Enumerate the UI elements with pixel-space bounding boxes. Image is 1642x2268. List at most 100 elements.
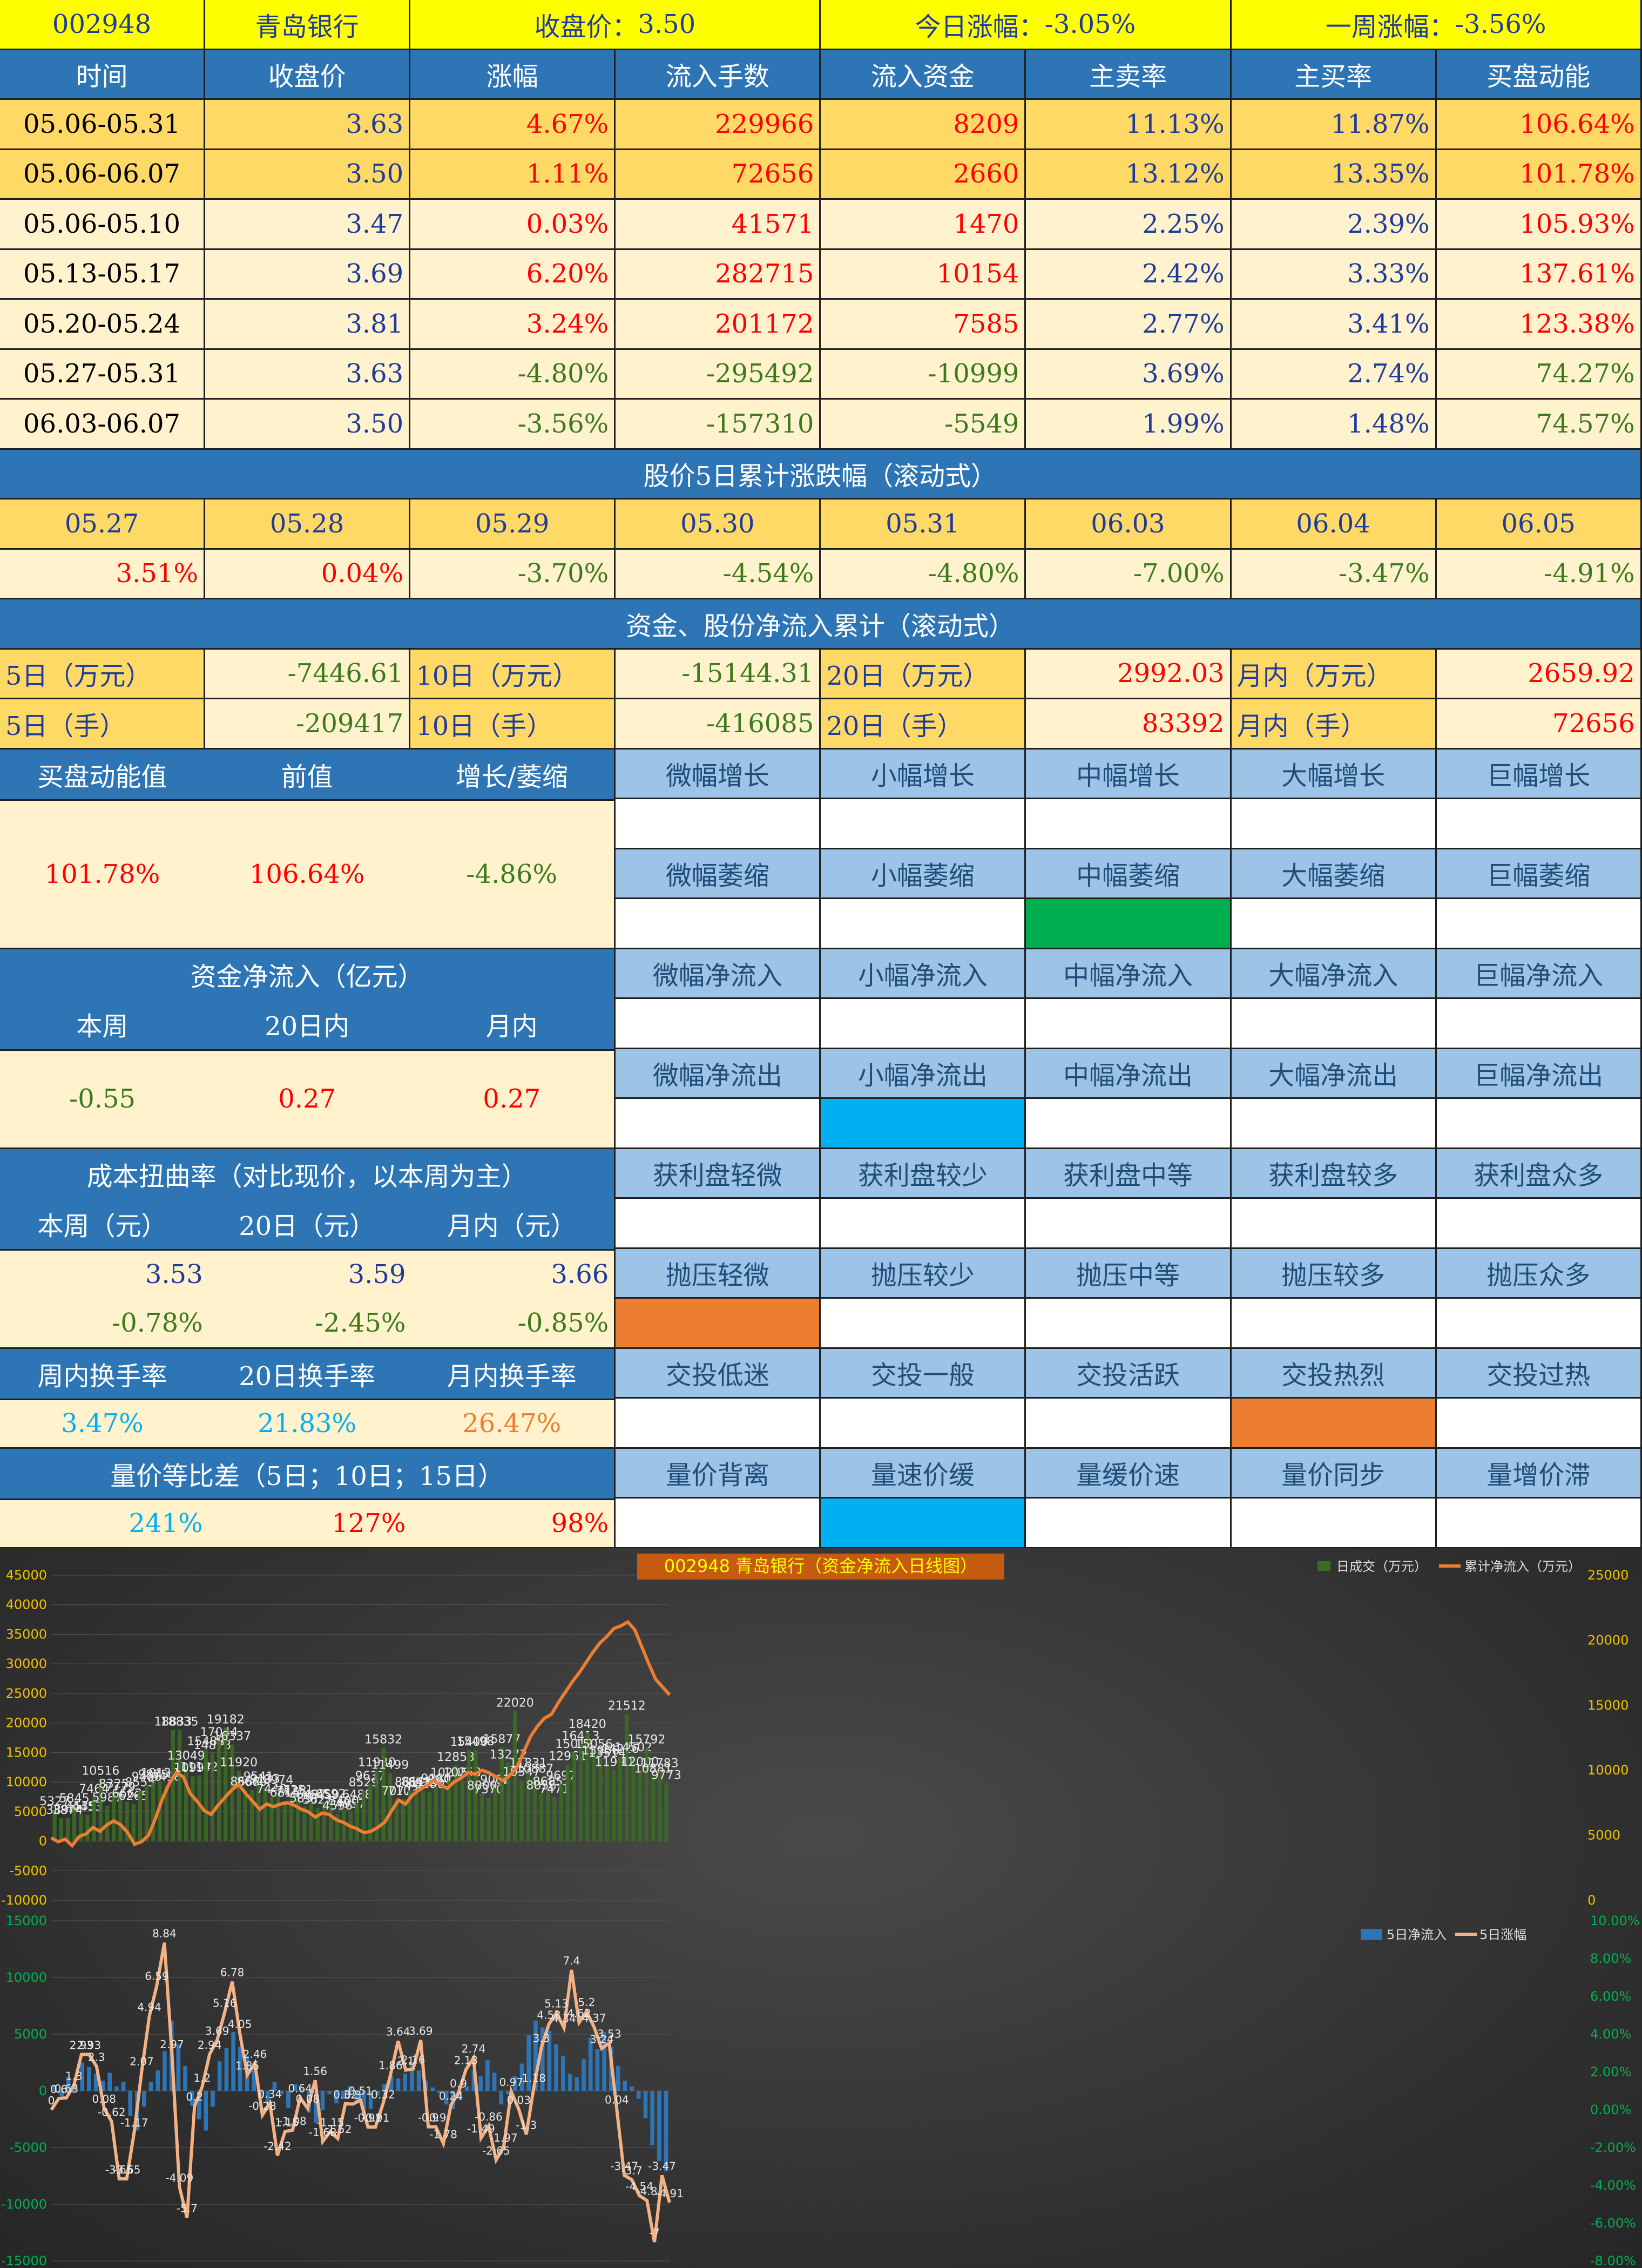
inflow-bar <box>183 2066 187 2091</box>
volume-bar <box>256 1785 261 1841</box>
volume-bar <box>276 1788 280 1841</box>
volume-bar <box>65 1818 70 1841</box>
change-label: -1.97 <box>490 2131 518 2144</box>
change-label: 0.34 <box>258 2088 282 2101</box>
inflow-bar <box>416 2070 421 2091</box>
cost-title: 成本扭曲率（对比现价，以本周为主） <box>0 1149 614 1199</box>
week-change: 一周涨幅： -3.56% <box>1231 0 1642 50</box>
inflow-bar <box>204 2091 208 2131</box>
inflow-bar <box>630 2086 634 2091</box>
volume-bar <box>480 1793 484 1841</box>
volume-bar <box>131 1804 136 1841</box>
cost-price: 3.66 <box>551 1259 609 1290</box>
change-label: 5.13 <box>544 1997 569 2010</box>
level-indicator <box>1026 999 1232 1049</box>
change-label: 0 <box>48 2094 55 2107</box>
volume-label: 9697 <box>546 1769 576 1783</box>
inflow-bar <box>334 2091 339 2104</box>
table-cell: 05.06-05.31 <box>0 100 206 150</box>
cumulative-label: 5日（万元） <box>0 649 206 699</box>
inflow-bar <box>403 2074 408 2091</box>
table-cell: 72656 <box>616 150 821 200</box>
netflow-header: 20日内 <box>265 1011 350 1042</box>
cost-rate: -0.85% <box>517 1307 609 1338</box>
change-label: 3.3 <box>533 2032 550 2045</box>
volume-label: 4957 <box>335 1797 366 1811</box>
change-label: -4.8 <box>637 2185 658 2198</box>
column-header: 收盘价 <box>205 50 411 100</box>
change-label: 1.3 <box>65 2070 83 2083</box>
volume-label: 8325 <box>99 1777 129 1791</box>
change-label: 3.64 <box>386 2026 410 2039</box>
cumulative-label: 20日（万元） <box>821 649 1026 699</box>
inflow-bar <box>471 2070 476 2091</box>
volume-bar <box>243 1790 247 1841</box>
volume-bar <box>335 1814 340 1841</box>
volume-label: 5621 <box>302 1793 333 1807</box>
y-tick-left: 10000 <box>6 1970 47 1985</box>
table-cell: 2660 <box>821 150 1026 200</box>
netflow-value: 0.27 <box>278 1084 336 1114</box>
y-tick-left: 45000 <box>6 1568 47 1583</box>
volume-label: 10881 <box>634 1762 672 1776</box>
netflow-title: 资金净流入（亿元） <box>0 949 614 999</box>
y-tick-left: 10000 <box>6 1774 47 1790</box>
momentum-header: 增长/萎缩 <box>455 761 568 792</box>
momentum-change: -4.86% <box>466 859 558 889</box>
turnover-header: 周内换手率 <box>37 1361 167 1392</box>
volume-bar <box>598 1758 603 1841</box>
table-cell: 1.11% <box>410 150 616 200</box>
volume-bar <box>592 1752 596 1841</box>
rolling-value: -4.54% <box>616 549 821 599</box>
change-label: 5.16 <box>213 1996 237 2009</box>
cumulative-line <box>50 1619 671 1848</box>
y-tick-right: 6.00% <box>1590 1989 1631 2004</box>
cumulative-value: -416085 <box>616 699 821 750</box>
volume-label: 16413 <box>562 1730 600 1743</box>
change-label: 0.3 <box>344 2089 362 2102</box>
inflow-bar <box>575 2077 579 2091</box>
table-cell: -10999 <box>821 349 1026 400</box>
change-label: -1.52 <box>324 2123 352 2136</box>
turnover-block: 周内换手率 20日换手率 月内换手率 3.47% 21.83% 26.47% <box>0 1348 616 1449</box>
volume-label: 9541 <box>244 1770 274 1784</box>
level-label: 量增价滞 <box>1436 1448 1642 1498</box>
y-tick-right: 20000 <box>1587 1632 1629 1648</box>
y-tick-right: -4.00% <box>1590 2178 1636 2193</box>
inflow-bar <box>272 2082 277 2091</box>
level-label: 交投一般 <box>821 1348 1026 1399</box>
y-tick-right: 15000 <box>1587 1698 1629 1713</box>
volume-bar <box>197 1775 201 1841</box>
inflow-bar <box>197 2091 201 2120</box>
volume-bar <box>217 1740 221 1841</box>
change-label: -2.42 <box>263 2140 292 2153</box>
momentum-header: 买盘动能值 <box>37 761 167 792</box>
inflow-bar <box>252 2070 256 2091</box>
y-tick-right: 8.00% <box>1590 1951 1631 1966</box>
stock-table: 002948 青岛银行 收盘价： 3.50 今日涨幅： -3.05% 一周涨幅： -3.56%… <box>0 0 1642 1549</box>
table-cell: 05.06-06.07 <box>0 150 206 200</box>
volume-bar <box>249 1790 254 1841</box>
table-cell: 2.77% <box>1026 300 1232 350</box>
level-label: 抛压轻微 <box>616 1248 821 1299</box>
table-cell: 3.63 <box>205 100 411 150</box>
volume-bar <box>329 1802 333 1841</box>
volume-bar <box>441 1788 445 1841</box>
netflow-header: 月内 <box>485 1011 538 1042</box>
rolling-value: 0.04% <box>205 549 411 599</box>
change-label: 6.59 <box>145 1969 169 1982</box>
level-label: 量价同步 <box>1231 1448 1437 1498</box>
net-inflow-daily-chart: -10000 -5000 0 5000 10000 15000 20000 25000 3000… <box>1 1554 1629 1908</box>
volume-bar <box>144 1785 149 1841</box>
turnover-header: 月内换手率 <box>447 1361 577 1392</box>
momentum-block: 买盘动能值 前值 增长/萎缩 101.78% 106.64% -4.86% <box>0 749 616 949</box>
level-label: 量缓价速 <box>1026 1448 1232 1498</box>
volume-bar <box>118 1795 123 1841</box>
table-cell: 10154 <box>821 249 1026 300</box>
cost-price: 3.59 <box>348 1259 406 1290</box>
level-label: 量速价缓 <box>821 1448 1026 1498</box>
level-indicator <box>1231 1299 1437 1349</box>
volume-bar <box>605 1761 609 1841</box>
level-indicator <box>1436 799 1642 849</box>
momentum-value: 101.78% <box>44 859 160 889</box>
